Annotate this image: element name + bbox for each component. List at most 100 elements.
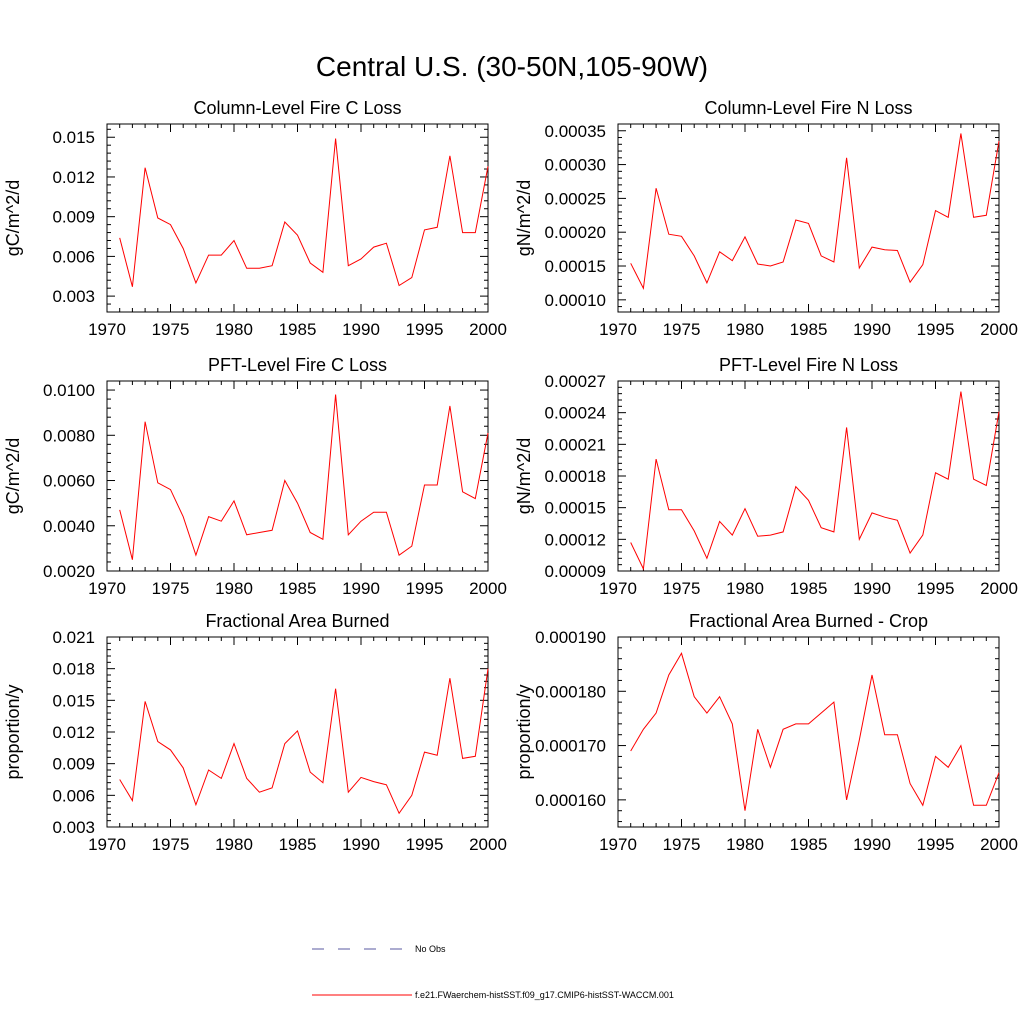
y-tick-label: 0.0100 [43, 381, 95, 400]
plot-frame [106, 380, 489, 572]
y-tick-label: 0.012 [52, 723, 95, 742]
y-axis-label: gN/m^2/d [514, 180, 534, 256]
x-tick-label: 2000 [469, 579, 507, 598]
y-tick-label: 0.00025 [545, 189, 606, 208]
y-tick-label: 0.00030 [545, 156, 606, 175]
y-tick-label: 0.009 [52, 208, 95, 227]
y-tick-label: 0.00015 [545, 257, 606, 276]
panel-pft-level-fire-c-loss: PFT-Level Fire C Loss 1970 1975 1980 1985 199… [3, 355, 507, 598]
y-tick-label: 0.000180 [535, 682, 606, 701]
x-tick-label: 1970 [599, 579, 637, 598]
series-line [630, 133, 1000, 290]
x-tick-label: 1995 [406, 320, 444, 339]
legend-label-model: f.e21.FWaerchem-histSST.f09_g17.CMIP6-hi… [415, 990, 674, 1000]
y-tick-label: 0.0060 [43, 472, 95, 491]
plot-frame [617, 123, 1000, 313]
x-tick-label: 1980 [726, 835, 764, 854]
series-line [119, 138, 489, 287]
x-tick-label: 1975 [152, 835, 190, 854]
x-tick-label: 1985 [790, 320, 828, 339]
x-tick-label: 1980 [726, 579, 764, 598]
panel-fractional-area-burned-crop: Fractional Area Burned - Crop 1970 1975 198… [514, 611, 1018, 854]
y-tick-label: 0.000190 [535, 628, 606, 647]
panel-title: Fractional Area Burned [205, 611, 389, 631]
series-line [630, 391, 1000, 571]
panels: Column-Level Fire C Loss 1970 1975 1980 1985… [3, 98, 1018, 854]
panel-title: Column-Level Fire C Loss [193, 98, 401, 118]
y-tick-label: 0.000170 [535, 737, 606, 756]
x-tick-label: 1990 [853, 835, 891, 854]
x-tick-label: 1970 [88, 320, 126, 339]
legend-label-no-obs: No Obs [415, 944, 446, 954]
x-tick-label: 1995 [917, 579, 955, 598]
x-tick-label: 1980 [215, 320, 253, 339]
y-axis-label: gC/m^2/d [3, 438, 23, 514]
y-tick-label: 0.00020 [545, 223, 606, 242]
panel-fractional-area-burned: Fractional Area Burned 1970 1975 1980 1985 19… [3, 611, 507, 854]
x-tick-label: 1975 [663, 320, 701, 339]
panel-title: PFT-Level Fire N Loss [719, 355, 898, 375]
y-tick-label: 0.0080 [43, 426, 95, 445]
y-tick-label: 0.0040 [43, 517, 95, 536]
x-tick-label: 1970 [599, 835, 637, 854]
y-tick-label: 0.006 [52, 786, 95, 805]
x-tick-label: 1995 [406, 835, 444, 854]
y-tick-label: 0.00010 [545, 291, 606, 310]
panel-title: PFT-Level Fire C Loss [208, 355, 387, 375]
y-tick-label: 0.009 [52, 755, 95, 774]
panel-pft-level-fire-n-loss: PFT-Level Fire N Loss 1970 1975 1980 1985 199… [514, 355, 1018, 598]
x-tick-label: 2000 [469, 835, 507, 854]
x-tick-label: 1970 [88, 835, 126, 854]
panel-column-level-fire-n-loss: Column-Level Fire N Loss 1970 1975 1980 1985… [514, 98, 1018, 339]
y-tick-label: 0.00009 [545, 562, 606, 581]
y-tick-label: 0.015 [52, 128, 95, 147]
x-tick-label: 1990 [342, 320, 380, 339]
y-tick-label: 0.00027 [545, 372, 606, 391]
figure-title: Central U.S. (30-50N,105-90W) [316, 51, 708, 82]
x-tick-label: 1980 [726, 320, 764, 339]
x-tick-label: 1975 [663, 835, 701, 854]
x-tick-label: 2000 [980, 579, 1018, 598]
x-tick-label: 1990 [853, 320, 891, 339]
series-line [119, 394, 489, 560]
x-tick-label: 1975 [152, 320, 190, 339]
x-tick-label: 2000 [469, 320, 507, 339]
y-tick-label: 0.003 [52, 287, 95, 306]
x-tick-label: 1985 [790, 835, 828, 854]
x-tick-label: 1975 [152, 579, 190, 598]
y-tick-label: 0.00015 [545, 499, 606, 518]
x-tick-label: 1980 [215, 579, 253, 598]
x-tick-label: 1985 [279, 320, 317, 339]
y-tick-label: 0.015 [52, 691, 95, 710]
x-tick-label: 1985 [279, 579, 317, 598]
x-tick-label: 2000 [980, 835, 1018, 854]
y-tick-label: 0.00024 [545, 404, 606, 423]
x-tick-label: 1985 [790, 579, 828, 598]
legend: No Obs f.e21.FWaerchem-histSST.f09_g17.C… [312, 944, 674, 1000]
y-tick-label: 0.003 [52, 818, 95, 837]
x-tick-label: 1990 [342, 835, 380, 854]
y-tick-label: 0.0020 [43, 562, 95, 581]
y-axis-label: proportion/y [514, 684, 534, 779]
y-tick-label: 0.006 [52, 247, 95, 266]
y-tick-label: 0.00018 [545, 467, 606, 486]
x-tick-label: 1995 [917, 835, 955, 854]
y-tick-label: 0.018 [52, 660, 95, 679]
plot-frame [106, 123, 489, 313]
y-tick-label: 0.00035 [545, 122, 606, 141]
x-tick-label: 1975 [663, 579, 701, 598]
series-line [119, 668, 489, 815]
y-tick-label: 0.00012 [545, 530, 606, 549]
x-tick-label: 1990 [853, 579, 891, 598]
series-line [630, 652, 1000, 811]
y-axis-label: gC/m^2/d [3, 180, 23, 256]
y-tick-label: 0.021 [52, 628, 95, 647]
x-tick-label: 1995 [917, 320, 955, 339]
y-axis-label: gN/m^2/d [514, 438, 534, 514]
x-tick-label: 1980 [215, 835, 253, 854]
y-tick-label: 0.00021 [545, 435, 606, 454]
x-tick-label: 2000 [980, 320, 1018, 339]
x-tick-label: 1970 [88, 579, 126, 598]
y-axis-label: proportion/y [3, 684, 23, 779]
